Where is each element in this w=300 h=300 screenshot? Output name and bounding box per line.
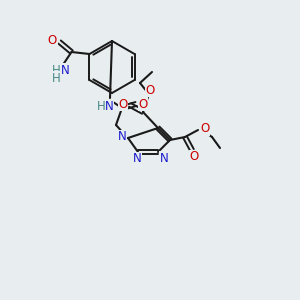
Text: O: O [200,122,210,136]
Text: N: N [105,100,113,112]
Text: O: O [138,98,148,110]
Text: H: H [97,100,105,112]
Text: N: N [61,64,70,76]
Text: O: O [146,83,154,97]
Text: O: O [189,151,199,164]
Text: N: N [133,152,141,166]
Text: H: H [52,71,61,85]
Text: H: H [52,64,61,76]
Text: O: O [48,34,57,46]
Text: O: O [118,98,127,110]
Text: N: N [118,130,126,143]
Text: N: N [160,152,168,164]
